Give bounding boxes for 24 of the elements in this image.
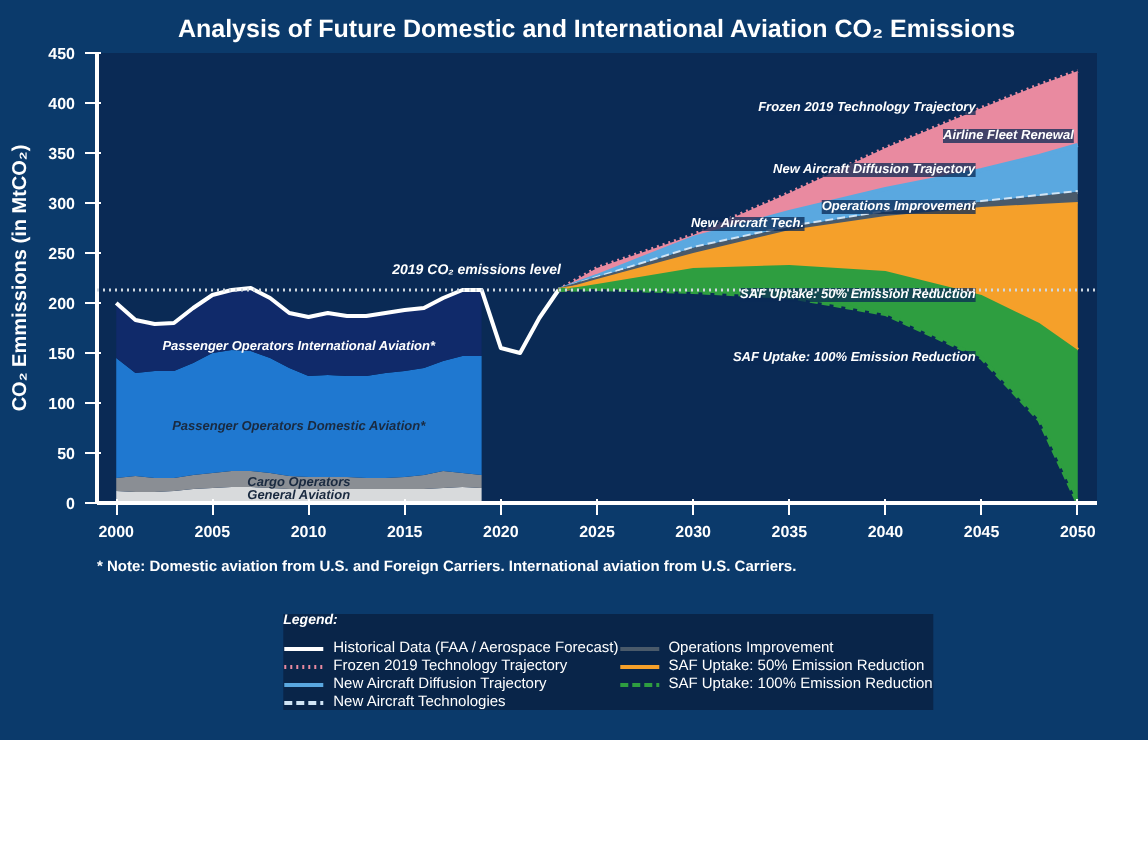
chart-title: Analysis of Future Domestic and International Aviation CO₂ Emissions (177, 15, 1016, 43)
y-tick-label: 100 (48, 395, 77, 413)
x-tick-label: 2040 (867, 523, 905, 541)
y-tick-label: 0 (66, 495, 77, 513)
x-tick-label: 2050 (1059, 523, 1097, 541)
x-tick-label: 2025 (579, 523, 616, 541)
y-tick-label: 150 (48, 345, 77, 363)
y-tick-label: 50 (57, 445, 77, 463)
x-tick-label: 2015 (386, 523, 424, 541)
y-tick-label: 300 (48, 195, 77, 213)
x-tick-label: 2035 (771, 523, 809, 541)
y-tick-label: 200 (48, 295, 77, 313)
x-tick-label: 2005 (194, 523, 232, 541)
line-series (114, 286, 561, 355)
y-tick-label: 450 (48, 45, 77, 63)
y-axis-title: CO₂ Emmissions (in MtCO₂) (10, 144, 33, 412)
y-tick-label: 400 (48, 95, 77, 113)
y-tick-label: 250 (48, 245, 77, 263)
x-tick-label: 2000 (98, 523, 136, 541)
y-tick-label: 350 (48, 145, 77, 163)
x-tick-label: 2020 (483, 523, 520, 541)
x-tick-label: 2045 (963, 523, 1001, 541)
x-tick-label: 2010 (290, 523, 328, 541)
x-tick-label: 2030 (675, 523, 713, 541)
